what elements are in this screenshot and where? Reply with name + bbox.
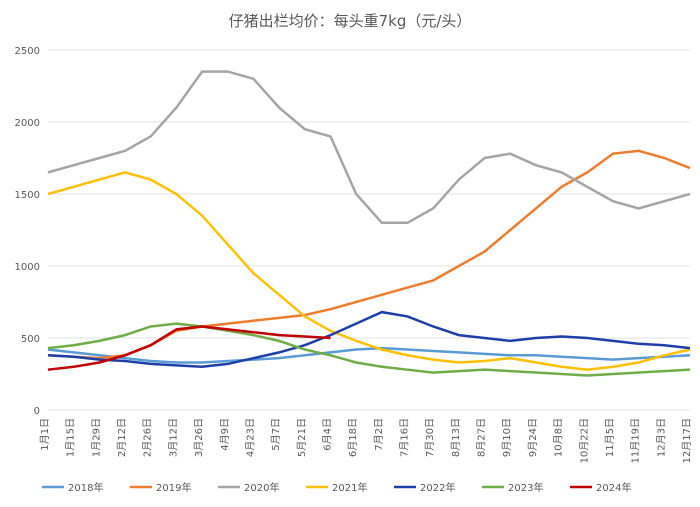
- x-tick-label: 8月13日: [450, 418, 462, 457]
- x-tick-label: 12月17日: [681, 418, 693, 463]
- legend-label: 2018年: [68, 481, 103, 494]
- x-tick-label: 12月3日: [655, 418, 667, 457]
- x-tick-label: 7月16日: [399, 418, 411, 457]
- x-tick-label: 2月26日: [142, 418, 154, 457]
- x-tick-label: 4月9日: [219, 418, 231, 451]
- y-tick-label: 2000: [15, 118, 40, 129]
- x-tick-label: 2月12日: [116, 418, 128, 457]
- y-tick-label: 2500: [15, 46, 40, 57]
- y-tick-label: 0: [34, 406, 40, 417]
- x-tick-label: 3月12日: [167, 418, 179, 457]
- series-line: [47, 346, 691, 364]
- x-tick-label: 6月18日: [347, 418, 359, 457]
- x-tick-label: 6月4日: [321, 418, 333, 451]
- legend-label: 2023年: [508, 481, 543, 494]
- series-line: [47, 149, 691, 360]
- chart-title: 仔猪出栏均价：每头重7kg（元/头）: [229, 12, 472, 30]
- x-tick-label: 3月26日: [193, 418, 205, 457]
- series-line: [47, 310, 691, 369]
- x-tick-label: 5月7日: [270, 418, 282, 451]
- legend-label: 2024年: [596, 481, 631, 494]
- x-tick-label: 10月8日: [553, 418, 565, 457]
- x-tick-label: 8月27日: [476, 418, 488, 457]
- x-tick-label: 7月2日: [373, 418, 385, 451]
- x-tick-label: 4月23日: [244, 418, 256, 457]
- x-tick-label: 7月30日: [424, 418, 436, 457]
- x-tick-label: 9月24日: [527, 418, 539, 457]
- x-tick-label: 1月1日: [39, 418, 51, 451]
- x-tick-label: 10月22日: [578, 418, 590, 463]
- y-tick-label: 500: [21, 334, 40, 345]
- x-tick-label: 1月15日: [65, 418, 77, 457]
- legend-label: 2019年: [156, 481, 191, 494]
- series-line: [47, 171, 691, 371]
- legend-label: 2021年: [332, 481, 367, 494]
- x-tick-label: 9月10日: [501, 418, 513, 457]
- series-line: [47, 322, 691, 377]
- x-tick-label: 5月21日: [296, 418, 308, 457]
- series-line: [47, 325, 331, 371]
- x-tick-label: 1月29日: [90, 418, 102, 457]
- series-line: [47, 70, 691, 225]
- legend-label: 2020年: [244, 481, 279, 494]
- x-tick-label: 11月19日: [630, 418, 642, 463]
- x-tick-label: 11月5日: [604, 418, 616, 457]
- legend-label: 2022年: [420, 481, 455, 494]
- y-tick-label: 1500: [15, 190, 40, 201]
- y-tick-label: 1000: [15, 262, 40, 273]
